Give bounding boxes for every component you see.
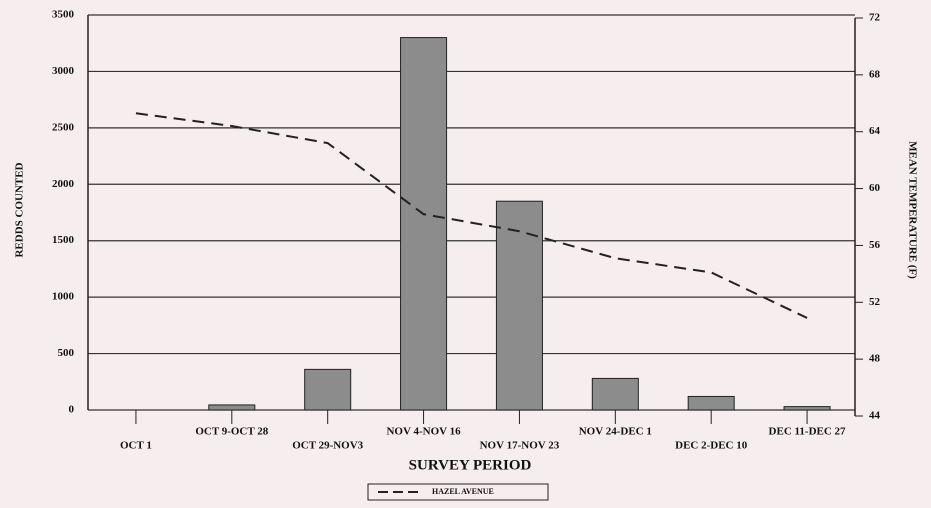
line: [135, 112, 808, 319]
bar: [208, 404, 256, 411]
x-tick-label: OCT 9-OCT 28: [195, 426, 268, 438]
y-tick-label: 0: [69, 404, 75, 416]
x-tick-label: NOV 17-NOV 23: [480, 440, 560, 452]
y2-tick-label: 64: [869, 125, 881, 137]
bar: [495, 200, 543, 411]
y2-tick-label: 72: [869, 12, 881, 24]
y-tick-label: 1500: [52, 234, 75, 246]
y2-tick-label: 60: [869, 182, 881, 194]
y-tick-label: 3000: [52, 65, 75, 77]
y2-axis-label: MEAN TEMPERATURE (F): [906, 141, 918, 279]
bar: [304, 368, 352, 411]
x-tick-label: OCT 29-NOV3: [292, 440, 363, 452]
y-tick-label: 500: [58, 347, 75, 359]
legend-box: [367, 483, 549, 501]
x-axis-label: SURVEY PERIOD: [409, 457, 532, 473]
y2-tick-label: 56: [869, 239, 881, 251]
bar: [591, 377, 639, 411]
y2-tick-label: 44: [869, 410, 881, 422]
bar: [400, 37, 448, 411]
y-tick-label: 3500: [52, 9, 75, 21]
y-tick-label: 2500: [52, 121, 75, 133]
y-axis-label: REDDS COUNTED: [14, 162, 26, 257]
y-tick-label: 1000: [52, 291, 75, 303]
x-tick-label: NOV 4-NOV 16: [386, 426, 461, 438]
y2-tick-label: 48: [869, 353, 881, 365]
legend-label: HAZEL AVENUE: [432, 487, 494, 496]
y2-tick-label: 68: [869, 68, 881, 80]
y2-tick-label: 52: [869, 296, 881, 308]
bar: [687, 395, 735, 411]
x-tick-label: DEC 11-DEC 27: [769, 426, 847, 438]
bar: [783, 406, 831, 411]
x-tick-label: OCT 1: [120, 440, 152, 452]
x-tick-label: DEC 2-DEC 10: [675, 440, 748, 452]
y-tick-label: 2000: [52, 178, 75, 190]
x-tick-label: NOV 24-DEC 1: [579, 426, 652, 438]
